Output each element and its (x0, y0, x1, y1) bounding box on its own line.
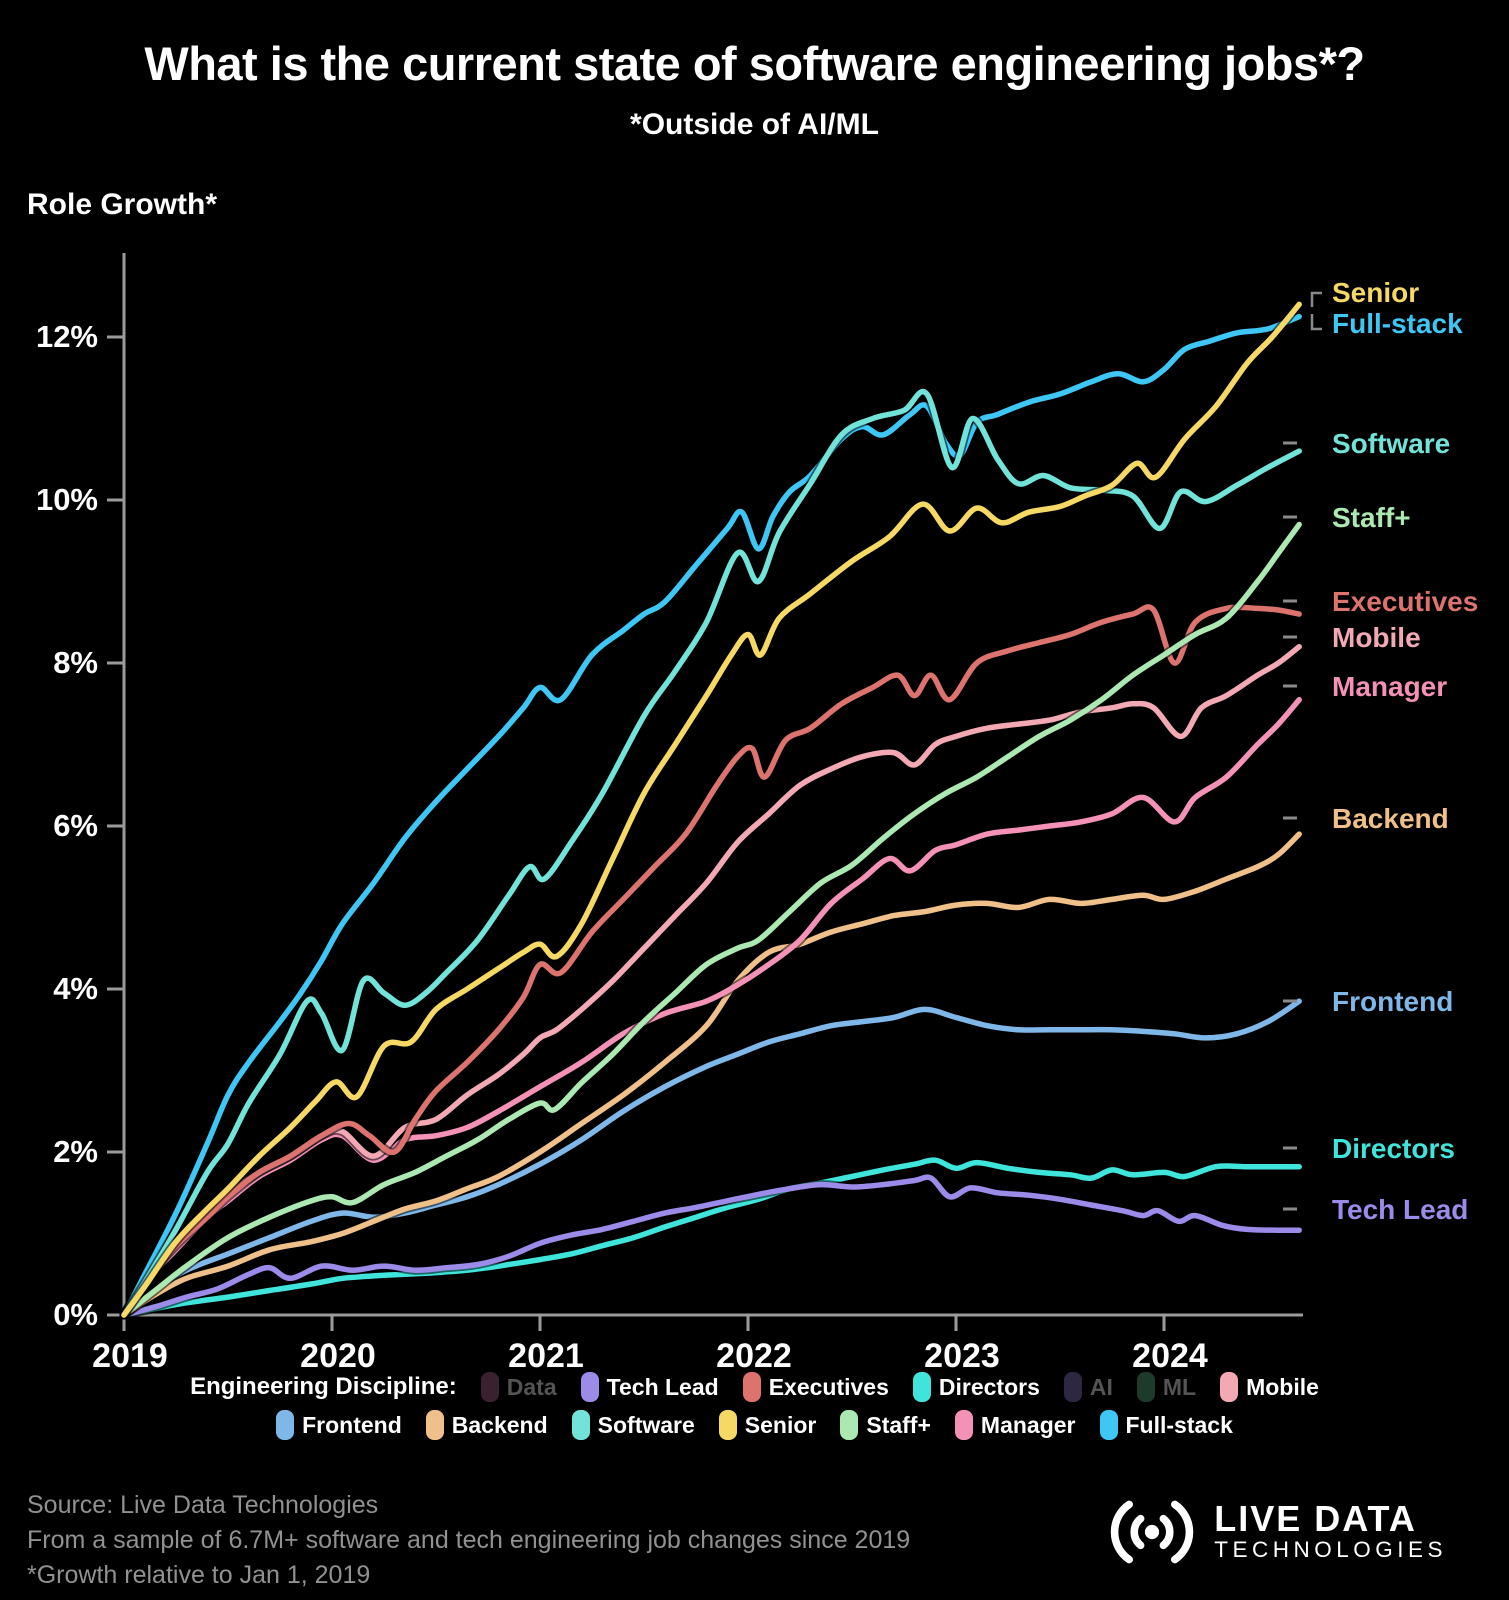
legend-swatch-frontend (276, 1410, 295, 1440)
legend-label-senior: Senior (744, 1411, 817, 1438)
legend-label-software: Software (597, 1411, 695, 1438)
x-tick-label: 2019 (92, 1337, 168, 1375)
legend-label-ai: AI (1089, 1373, 1113, 1400)
legend-item-tech-lead[interactable]: Tech Lead (580, 1372, 719, 1402)
legend-label-manager: Manager (980, 1411, 1076, 1438)
legend-label-frontend: Frontend (302, 1411, 402, 1438)
end-label-tech-lead: Tech Lead (1332, 1194, 1468, 1225)
legend-swatch-ml (1136, 1372, 1155, 1402)
series-line-tech-lead (121, 1174, 1302, 1318)
legend-swatch-full-stack (1099, 1410, 1118, 1440)
legend-label-mobile: Mobile (1246, 1373, 1319, 1400)
legend-label-tech-lead: Tech Lead (606, 1373, 719, 1400)
legend-label-directors: Directors (938, 1373, 1040, 1400)
legend-swatch-manager (954, 1410, 973, 1440)
legend-title: Engineering Discipline: (190, 1373, 457, 1400)
end-label-executives: Executives (1332, 586, 1478, 617)
y-tick-label: 2% (53, 1134, 98, 1169)
series-outline-staff- (119, 520, 1304, 1320)
legend-swatch-staff- (840, 1410, 859, 1440)
source-line: Source: Live Data Technologies (27, 1491, 379, 1519)
legend-swatch-data (480, 1372, 499, 1402)
legend-label-executives: Executives (768, 1373, 889, 1400)
legend-label-ml: ML (1162, 1373, 1197, 1400)
growth-note-line: *Growth relative to Jan 1, 2019 (27, 1561, 371, 1589)
series-outline-full-stack (119, 312, 1304, 1320)
legend-item-senior[interactable]: Senior (718, 1410, 817, 1440)
legend-label-full-stack: Full-stack (1125, 1411, 1233, 1438)
legend-row-1: Engineering Discipline: Data Tech Lead Exe… (0, 1372, 1509, 1402)
series-line-staff- (121, 521, 1302, 1318)
live-data-technologies-logo: LIVE DATA TECHNOLOGIES (1104, 1494, 1447, 1570)
sample-line: From a sample of 6.7M+ software and tech… (27, 1526, 911, 1554)
end-label-software: Software (1332, 428, 1450, 459)
series-line-senior (121, 301, 1302, 1318)
y-tick-label: 8% (53, 645, 98, 680)
end-label-directors: Directors (1332, 1133, 1455, 1164)
y-axis-title: Role Growth* (27, 188, 218, 221)
x-tick-label: 2021 (508, 1337, 584, 1375)
x-tick-label: 2023 (924, 1337, 1000, 1375)
series-line-software (121, 389, 1302, 1318)
legend-item-manager[interactable]: Manager (954, 1410, 1076, 1440)
legend-item-directors[interactable]: Directors (912, 1372, 1040, 1402)
y-tick-label: 10% (36, 482, 98, 517)
legend-item-software[interactable]: Software (571, 1410, 695, 1440)
legend-item-mobile[interactable]: Mobile (1220, 1372, 1319, 1402)
y-tick-label: 4% (53, 971, 98, 1006)
end-label-mobile: Mobile (1332, 622, 1421, 653)
y-tick-label: 12% (36, 319, 98, 354)
legend-item-full-stack[interactable]: Full-stack (1099, 1410, 1233, 1440)
legend-swatch-executives (742, 1372, 761, 1402)
legend-label-staff-: Staff+ (866, 1411, 931, 1438)
x-tick-label: 2022 (716, 1337, 792, 1375)
end-label-senior: Senior (1332, 277, 1419, 308)
y-tick-label: 6% (53, 808, 98, 843)
logo-subname: TECHNOLOGIES (1214, 1537, 1447, 1562)
legend-item-backend[interactable]: Backend (425, 1410, 548, 1440)
legend-row-2: Frontend Backend Software Senior Staff+ Manag… (0, 1410, 1509, 1440)
end-label-staff-: Staff+ (1332, 502, 1411, 533)
series-line-full-stack (121, 313, 1302, 1318)
legend-swatch-senior (718, 1410, 737, 1440)
x-tick-label: 2024 (1132, 1337, 1208, 1375)
end-label-full-stack: Full-stack (1332, 308, 1463, 339)
signal-icon (1110, 1500, 1194, 1564)
label-bracket-senior (1310, 291, 1322, 307)
x-tick-label: 2020 (300, 1337, 376, 1375)
y-tick-label: 0% (53, 1297, 98, 1332)
legend-label-data: Data (506, 1373, 557, 1400)
page-subtitle: *Outside of AI/ML (630, 108, 879, 141)
legend-swatch-ai (1063, 1372, 1082, 1402)
legend-item-executives[interactable]: Executives (742, 1372, 889, 1402)
source-note: Source: Live Data Technologies From a sa… (27, 1488, 910, 1593)
legend-label-backend: Backend (451, 1411, 548, 1438)
end-label-backend: Backend (1332, 803, 1449, 834)
label-bracket-full-stack (1310, 314, 1322, 331)
legend-item-frontend[interactable]: Frontend (276, 1410, 402, 1440)
legend-swatch-mobile (1220, 1372, 1239, 1402)
legend-swatch-directors (912, 1372, 931, 1402)
legend-item-staff-[interactable]: Staff+ (840, 1410, 931, 1440)
legend-item-ai[interactable]: AI (1063, 1372, 1113, 1402)
end-label-frontend: Frontend (1332, 986, 1453, 1017)
legend-item-ml[interactable]: ML (1136, 1372, 1197, 1402)
series-line-frontend (121, 998, 1302, 1318)
series-outline-directors (119, 1155, 1304, 1320)
legend-swatch-backend (425, 1410, 444, 1440)
page-title: What is the current state of software en… (144, 37, 1365, 90)
logo-name: LIVE DATA (1214, 1498, 1417, 1539)
series-line-executives (121, 604, 1302, 1318)
series-line-directors (121, 1157, 1302, 1318)
end-label-manager: Manager (1332, 671, 1447, 702)
legend-item-data[interactable]: Data (480, 1372, 557, 1402)
series-line-backend (121, 831, 1302, 1318)
legend-swatch-software (571, 1410, 590, 1440)
legend-swatch-tech-lead (580, 1372, 599, 1402)
